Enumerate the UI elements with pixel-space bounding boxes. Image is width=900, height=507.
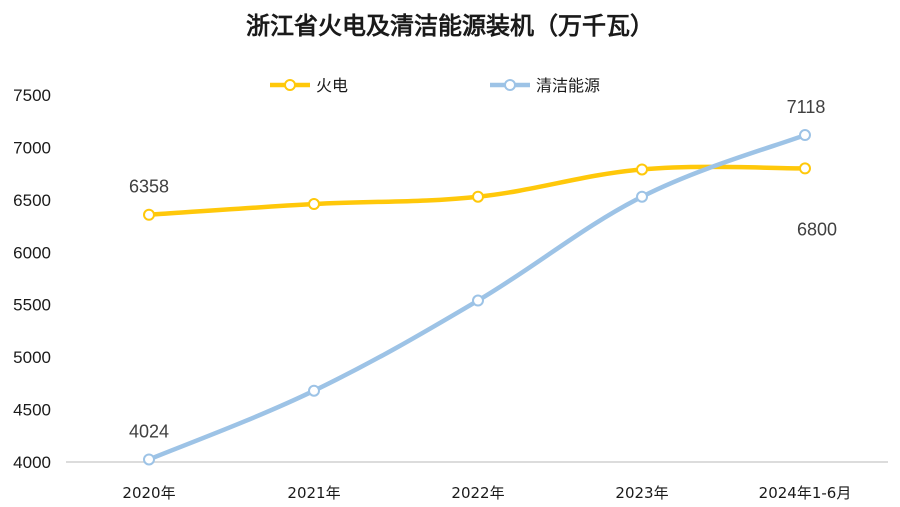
data-point-marker <box>636 190 648 203</box>
data-point-marker <box>472 190 484 203</box>
y-tick-label: 6000 <box>13 243 51 262</box>
chart-title: 浙江省火电及清洁能源装机（万千瓦） <box>246 12 654 40</box>
y-tick-label: 4500 <box>13 401 51 420</box>
x-tick-label: 2021年 <box>287 484 340 502</box>
x-tick-label: 2022年 <box>451 484 504 502</box>
legend-swatch-marker <box>284 79 296 91</box>
data-point-marker <box>636 163 648 176</box>
y-tick-label: 5500 <box>13 296 51 315</box>
y-tick-label: 7000 <box>13 138 51 157</box>
data-point-marker <box>308 198 320 211</box>
x-tick-label: 2023年 <box>615 484 668 502</box>
y-tick-label: 4000 <box>13 453 51 472</box>
data-point-marker <box>143 208 155 221</box>
y-tick-label: 5000 <box>13 348 51 367</box>
data-point-marker <box>308 384 320 397</box>
data-point-marker <box>472 294 484 307</box>
data-label: 6800 <box>797 219 837 239</box>
y-tick-label: 6500 <box>13 191 51 210</box>
y-tick-label: 7500 <box>13 86 51 105</box>
data-label: 6358 <box>129 177 169 197</box>
legend-label: 清洁能源 <box>536 76 600 95</box>
data-point-marker <box>799 162 811 175</box>
legend-item-1: 清洁能源 <box>490 76 600 95</box>
data-point-marker <box>143 453 155 466</box>
legend-item-0: 火电 <box>270 76 348 95</box>
legend-label: 火电 <box>316 76 348 95</box>
x-tick-label: 2024年1-6月 <box>759 484 852 502</box>
legend-swatch-marker <box>504 79 516 91</box>
x-tick-label: 2020年 <box>122 484 175 502</box>
data-label: 4024 <box>129 421 169 441</box>
data-label: 7118 <box>787 97 826 117</box>
data-point-marker <box>799 129 811 142</box>
